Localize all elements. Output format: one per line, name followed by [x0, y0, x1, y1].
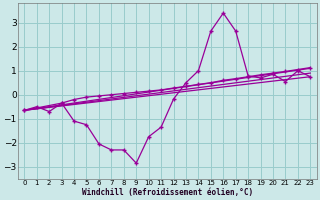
X-axis label: Windchill (Refroidissement éolien,°C): Windchill (Refroidissement éolien,°C): [82, 188, 253, 197]
